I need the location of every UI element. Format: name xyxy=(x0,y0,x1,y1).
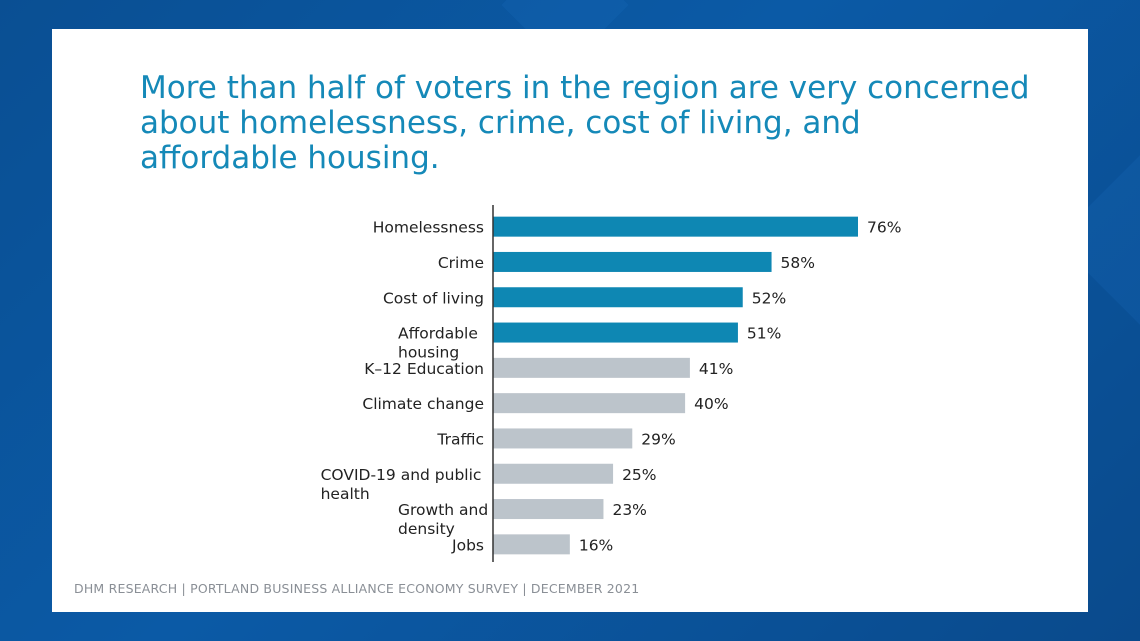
bar-3 xyxy=(493,322,738,343)
bar-4 xyxy=(493,357,690,378)
category-label: Growth and density xyxy=(398,501,488,538)
category-label: Crime xyxy=(438,254,484,272)
category-label: Traffic xyxy=(436,430,484,448)
category-label: Cost of living xyxy=(383,289,484,307)
title-line: affordable housing. xyxy=(140,140,440,176)
value-label: 23% xyxy=(612,501,646,519)
category-label: Jobs xyxy=(451,536,484,554)
bar-2 xyxy=(493,287,743,308)
bar-9 xyxy=(493,534,570,555)
value-label: 41% xyxy=(699,360,733,378)
category-label: Homelessness xyxy=(373,219,484,237)
slide-title: More than half of voters in the region a… xyxy=(140,71,1040,176)
slide-card: More than half of voters in the region a… xyxy=(52,29,1088,612)
bar-7 xyxy=(493,463,614,484)
value-label: 58% xyxy=(781,254,815,272)
title-line: about homelessness, crime, cost of livin… xyxy=(140,105,861,141)
value-label: 25% xyxy=(622,466,656,484)
bar-5 xyxy=(493,393,686,414)
bar-0 xyxy=(493,216,858,237)
bar-1 xyxy=(493,251,772,272)
category-label: K–12 Education xyxy=(364,360,484,378)
value-label: 51% xyxy=(747,325,781,343)
bar-8 xyxy=(493,499,604,520)
value-label: 16% xyxy=(579,536,613,554)
value-label: 52% xyxy=(752,289,786,307)
category-label: Affordable housing xyxy=(398,325,478,362)
value-label: 29% xyxy=(641,430,675,448)
value-label: 76% xyxy=(867,219,901,237)
category-label: COVID-19 and public health xyxy=(321,466,482,503)
source-footer: DHM RESEARCH | PORTLAND BUSINESS ALLIANC… xyxy=(74,581,640,596)
bar-6 xyxy=(493,428,633,449)
bar-chart: 76% Homelessness 58% Crime 52% Cost of living… xyxy=(321,205,901,562)
value-label: 40% xyxy=(694,395,728,413)
title-line: More than half of voters in the region a… xyxy=(140,70,1030,106)
category-label: Climate change xyxy=(362,395,484,413)
